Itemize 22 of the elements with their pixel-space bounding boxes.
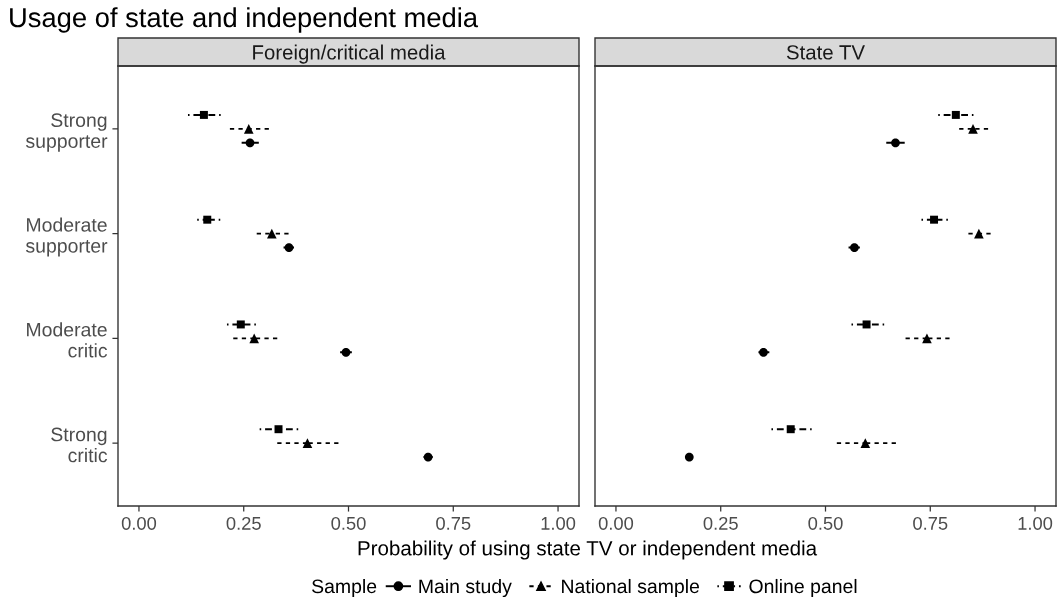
x-tick-label: 0.00 (121, 516, 157, 530)
y-tick-label: Moderate supporter (25, 217, 108, 257)
legend-label: Main study (419, 578, 512, 598)
x-tick-label: 0.50 (808, 516, 843, 530)
x-tick-label: 0.75 (436, 516, 471, 530)
y-tick-label: Strong critic (51, 427, 108, 463)
x-axis-title: Probability of using state TV or independent media (358, 540, 818, 560)
x-tick-label: 1.00 (541, 516, 576, 530)
chart-subtitle: State TV (786, 45, 865, 60)
chart-subtitle: Foreign/critical media (253, 44, 446, 64)
y-tick-label: Strong supporter (25, 113, 108, 152)
x-tick-label: 0.25 (703, 516, 738, 530)
y-tick-label: Moderate critic (27, 322, 108, 358)
x-tick-label: 0.50 (331, 516, 366, 530)
legend-title: Sample (312, 578, 377, 598)
legend-label: Online panel (749, 578, 857, 598)
chart-title: Usage of state and independent media (10, 7, 479, 33)
x-tick-label: 0.00 (598, 516, 634, 530)
x-tick-label: 0.25 (226, 516, 261, 530)
legend-label: National sample (562, 578, 700, 598)
x-tick-label: 0.75 (913, 516, 948, 530)
x-tick-label: 1.00 (1018, 516, 1053, 530)
